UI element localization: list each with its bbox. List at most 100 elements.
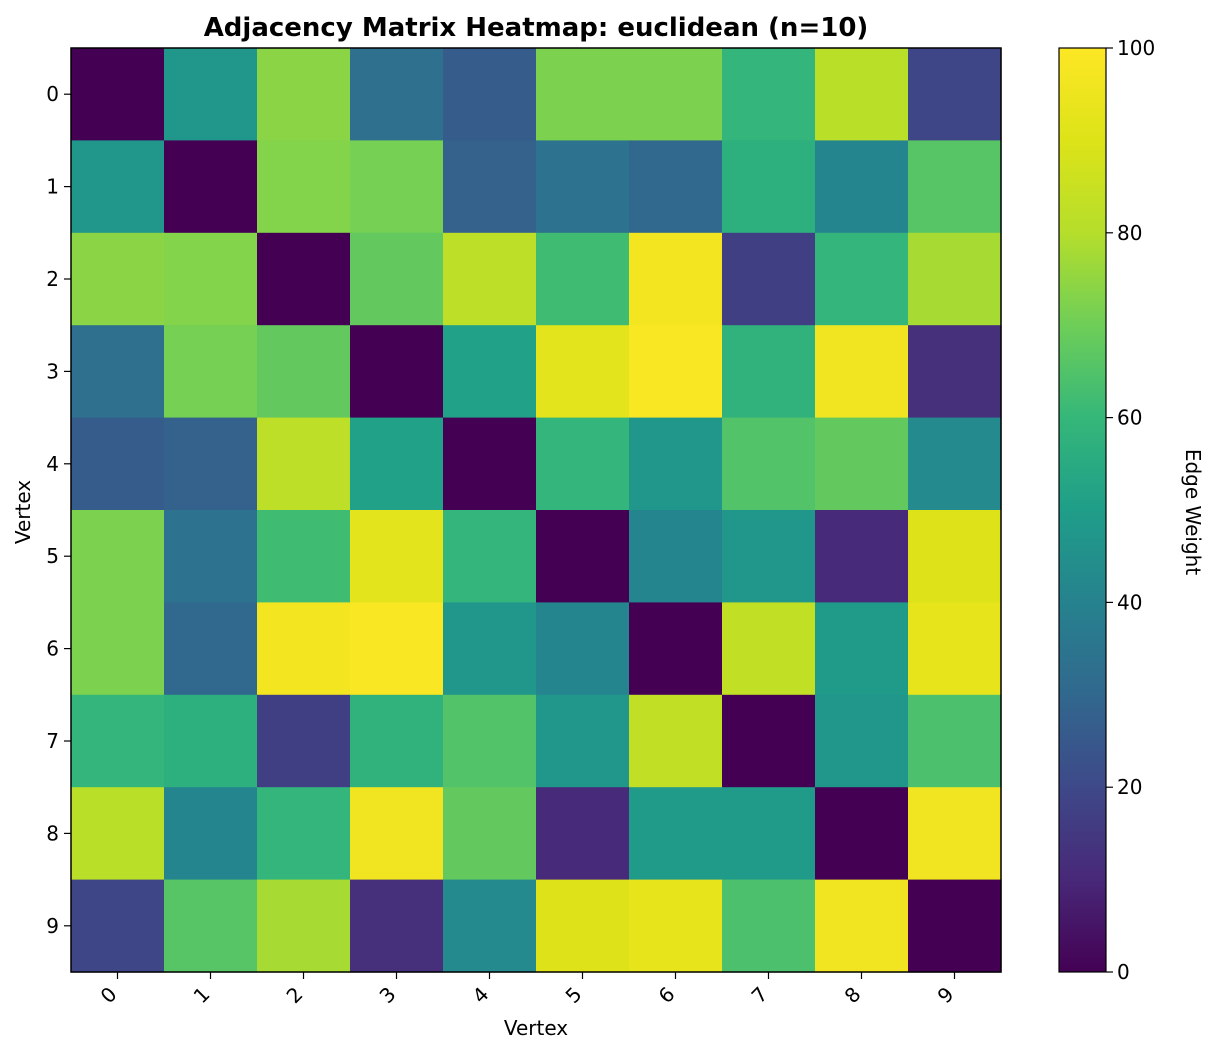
heatmap-cell-r6-c3 bbox=[350, 602, 444, 696]
heatmap-cell-r5-c7 bbox=[722, 510, 816, 603]
y-axis-ticks: 0 1 2 3 4 5 6 7 8 9 bbox=[46, 82, 71, 938]
chart-title: Adjacency Matrix Heatmap: euclidean (n=1… bbox=[204, 13, 869, 43]
heatmap-cell-r7-c7 bbox=[722, 694, 816, 788]
heatmap-cell-r9-c3 bbox=[350, 879, 444, 973]
heatmap-cell-r5-c3 bbox=[350, 510, 444, 603]
colorbar bbox=[1058, 47, 1107, 973]
heatmap-cell-r7-c8 bbox=[815, 694, 909, 788]
heatmap-cell-r8-c7 bbox=[722, 787, 816, 881]
heatmap-cell-r3-c5 bbox=[536, 325, 630, 419]
heatmap-cell-r3-c1 bbox=[164, 325, 258, 419]
heatmap-cells bbox=[71, 48, 1002, 973]
heatmap-cell-r4-c8 bbox=[815, 417, 909, 511]
heatmap-cell-r0-c5 bbox=[536, 48, 630, 141]
y-tick-label: 3 bbox=[46, 359, 59, 383]
heatmap-cell-r6-c1 bbox=[164, 602, 258, 696]
heatmap-cell-r1-c8 bbox=[815, 140, 909, 234]
x-tick-label: 5 bbox=[561, 982, 587, 1008]
heatmap-cell-r9-c9 bbox=[908, 879, 1002, 973]
heatmap-cell-r6-c0 bbox=[71, 602, 165, 696]
heatmap-cell-r4-c3 bbox=[350, 417, 444, 511]
heatmap-cell-r6-c2 bbox=[257, 602, 351, 696]
heatmap-cell-r4-c1 bbox=[164, 417, 258, 511]
heatmap-cell-r4-c4 bbox=[443, 417, 537, 511]
heatmap-cell-r8-c0 bbox=[71, 787, 165, 881]
x-tick-label: 7 bbox=[747, 982, 773, 1008]
heatmap-cell-r5-c8 bbox=[815, 510, 909, 603]
heatmap-cell-r9-c2 bbox=[257, 879, 351, 973]
heatmap-cell-r4-c2 bbox=[257, 417, 351, 511]
heatmap-cell-r0-c1 bbox=[164, 48, 258, 141]
heatmap-cell-r1-c0 bbox=[71, 140, 165, 234]
heatmap-cell-r1-c6 bbox=[629, 140, 723, 234]
heatmap-cell-r5-c5 bbox=[536, 510, 630, 603]
heatmap-cell-r9-c5 bbox=[536, 879, 630, 973]
heatmap-cell-r3-c2 bbox=[257, 325, 351, 419]
x-tick-label: 1 bbox=[189, 982, 215, 1008]
heatmap-cell-r7-c1 bbox=[164, 694, 258, 788]
heatmap-cell-r9-c1 bbox=[164, 879, 258, 973]
heatmap-cell-r1-c2 bbox=[257, 140, 351, 234]
heatmap-cell-r3-c7 bbox=[722, 325, 816, 419]
colorbar-tick-label: 0 bbox=[1117, 960, 1130, 984]
heatmap-cell-r4-c9 bbox=[908, 417, 1002, 511]
heatmap-cell-r5-c4 bbox=[443, 510, 537, 603]
heatmap-cell-r4-c6 bbox=[629, 417, 723, 511]
heatmap-cell-r1-c5 bbox=[536, 140, 630, 234]
heatmap-cell-r8-c8 bbox=[815, 787, 909, 881]
heatmap-cell-r9-c0 bbox=[71, 879, 165, 973]
heatmap-cell-r2-c9 bbox=[908, 232, 1002, 326]
heatmap-cell-r7-c5 bbox=[536, 694, 630, 788]
heatmap-cell-r6-c7 bbox=[722, 602, 816, 696]
x-axis-ticks: 0 1 2 3 4 5 6 7 8 9 bbox=[96, 972, 959, 1008]
heatmap-cell-r5-c9 bbox=[908, 510, 1002, 603]
heatmap-cell-r0-c8 bbox=[815, 48, 909, 141]
colorbar-label: Edge Weight bbox=[1181, 449, 1205, 576]
colorbar-tick-label: 100 bbox=[1117, 36, 1155, 60]
heatmap-cell-r3-c6 bbox=[629, 325, 723, 419]
y-tick-label: 0 bbox=[46, 82, 59, 106]
heatmap-cell-r2-c0 bbox=[71, 232, 165, 326]
heatmap-cell-r2-c6 bbox=[629, 232, 723, 326]
x-tick-label: 0 bbox=[96, 982, 122, 1008]
heatmap-cell-r7-c2 bbox=[257, 694, 351, 788]
heatmap-cell-r5-c0 bbox=[71, 510, 165, 603]
heatmap-cell-r0-c2 bbox=[257, 48, 351, 141]
x-tick-label: 8 bbox=[840, 982, 866, 1008]
y-tick-label: 9 bbox=[46, 914, 59, 938]
heatmap-cell-r7-c4 bbox=[443, 694, 537, 788]
plot-frame bbox=[70, 47, 1002, 973]
heatmap-cell-r7-c6 bbox=[629, 694, 723, 788]
colorbar-ticks: 0 20 40 60 80 100 bbox=[1106, 36, 1155, 984]
heatmap-cell-r2-c3 bbox=[350, 232, 444, 326]
heatmap-cell-r2-c8 bbox=[815, 232, 909, 326]
x-tick-label: 4 bbox=[468, 982, 494, 1008]
heatmap-cell-r0-c9 bbox=[908, 48, 1002, 141]
heatmap-cell-r0-c7 bbox=[722, 48, 816, 141]
heatmap-cell-r6-c6 bbox=[629, 602, 723, 696]
heatmap-cell-r6-c8 bbox=[815, 602, 909, 696]
heatmap-cell-r0-c4 bbox=[443, 48, 537, 141]
heatmap-cell-r3-c9 bbox=[908, 325, 1002, 419]
heatmap-cell-r9-c8 bbox=[815, 879, 909, 973]
heatmap-cell-r1-c3 bbox=[350, 140, 444, 234]
heatmap-cell-r2-c1 bbox=[164, 232, 258, 326]
heatmap-cell-r4-c5 bbox=[536, 417, 630, 511]
heatmap-cell-r1-c7 bbox=[722, 140, 816, 234]
heatmap-cell-r8-c5 bbox=[536, 787, 630, 881]
heatmap-cell-r8-c9 bbox=[908, 787, 1002, 881]
heatmap-cell-r8-c4 bbox=[443, 787, 537, 881]
heatmap-cell-r0-c0 bbox=[71, 48, 165, 141]
colorbar-tick-label: 60 bbox=[1117, 406, 1142, 430]
heatmap-cell-r9-c7 bbox=[722, 879, 816, 973]
heatmap-cell-r0-c3 bbox=[350, 48, 444, 141]
heatmap-cell-r5-c6 bbox=[629, 510, 723, 603]
heatmap-cell-r5-c1 bbox=[164, 510, 258, 603]
x-axis-label: Vertex bbox=[504, 1016, 568, 1040]
heatmap-cell-r4-c7 bbox=[722, 417, 816, 511]
heatmap-cell-r1-c4 bbox=[443, 140, 537, 234]
heatmap-cell-r3-c4 bbox=[443, 325, 537, 419]
y-tick-label: 8 bbox=[46, 821, 59, 845]
y-tick-label: 1 bbox=[46, 175, 59, 199]
